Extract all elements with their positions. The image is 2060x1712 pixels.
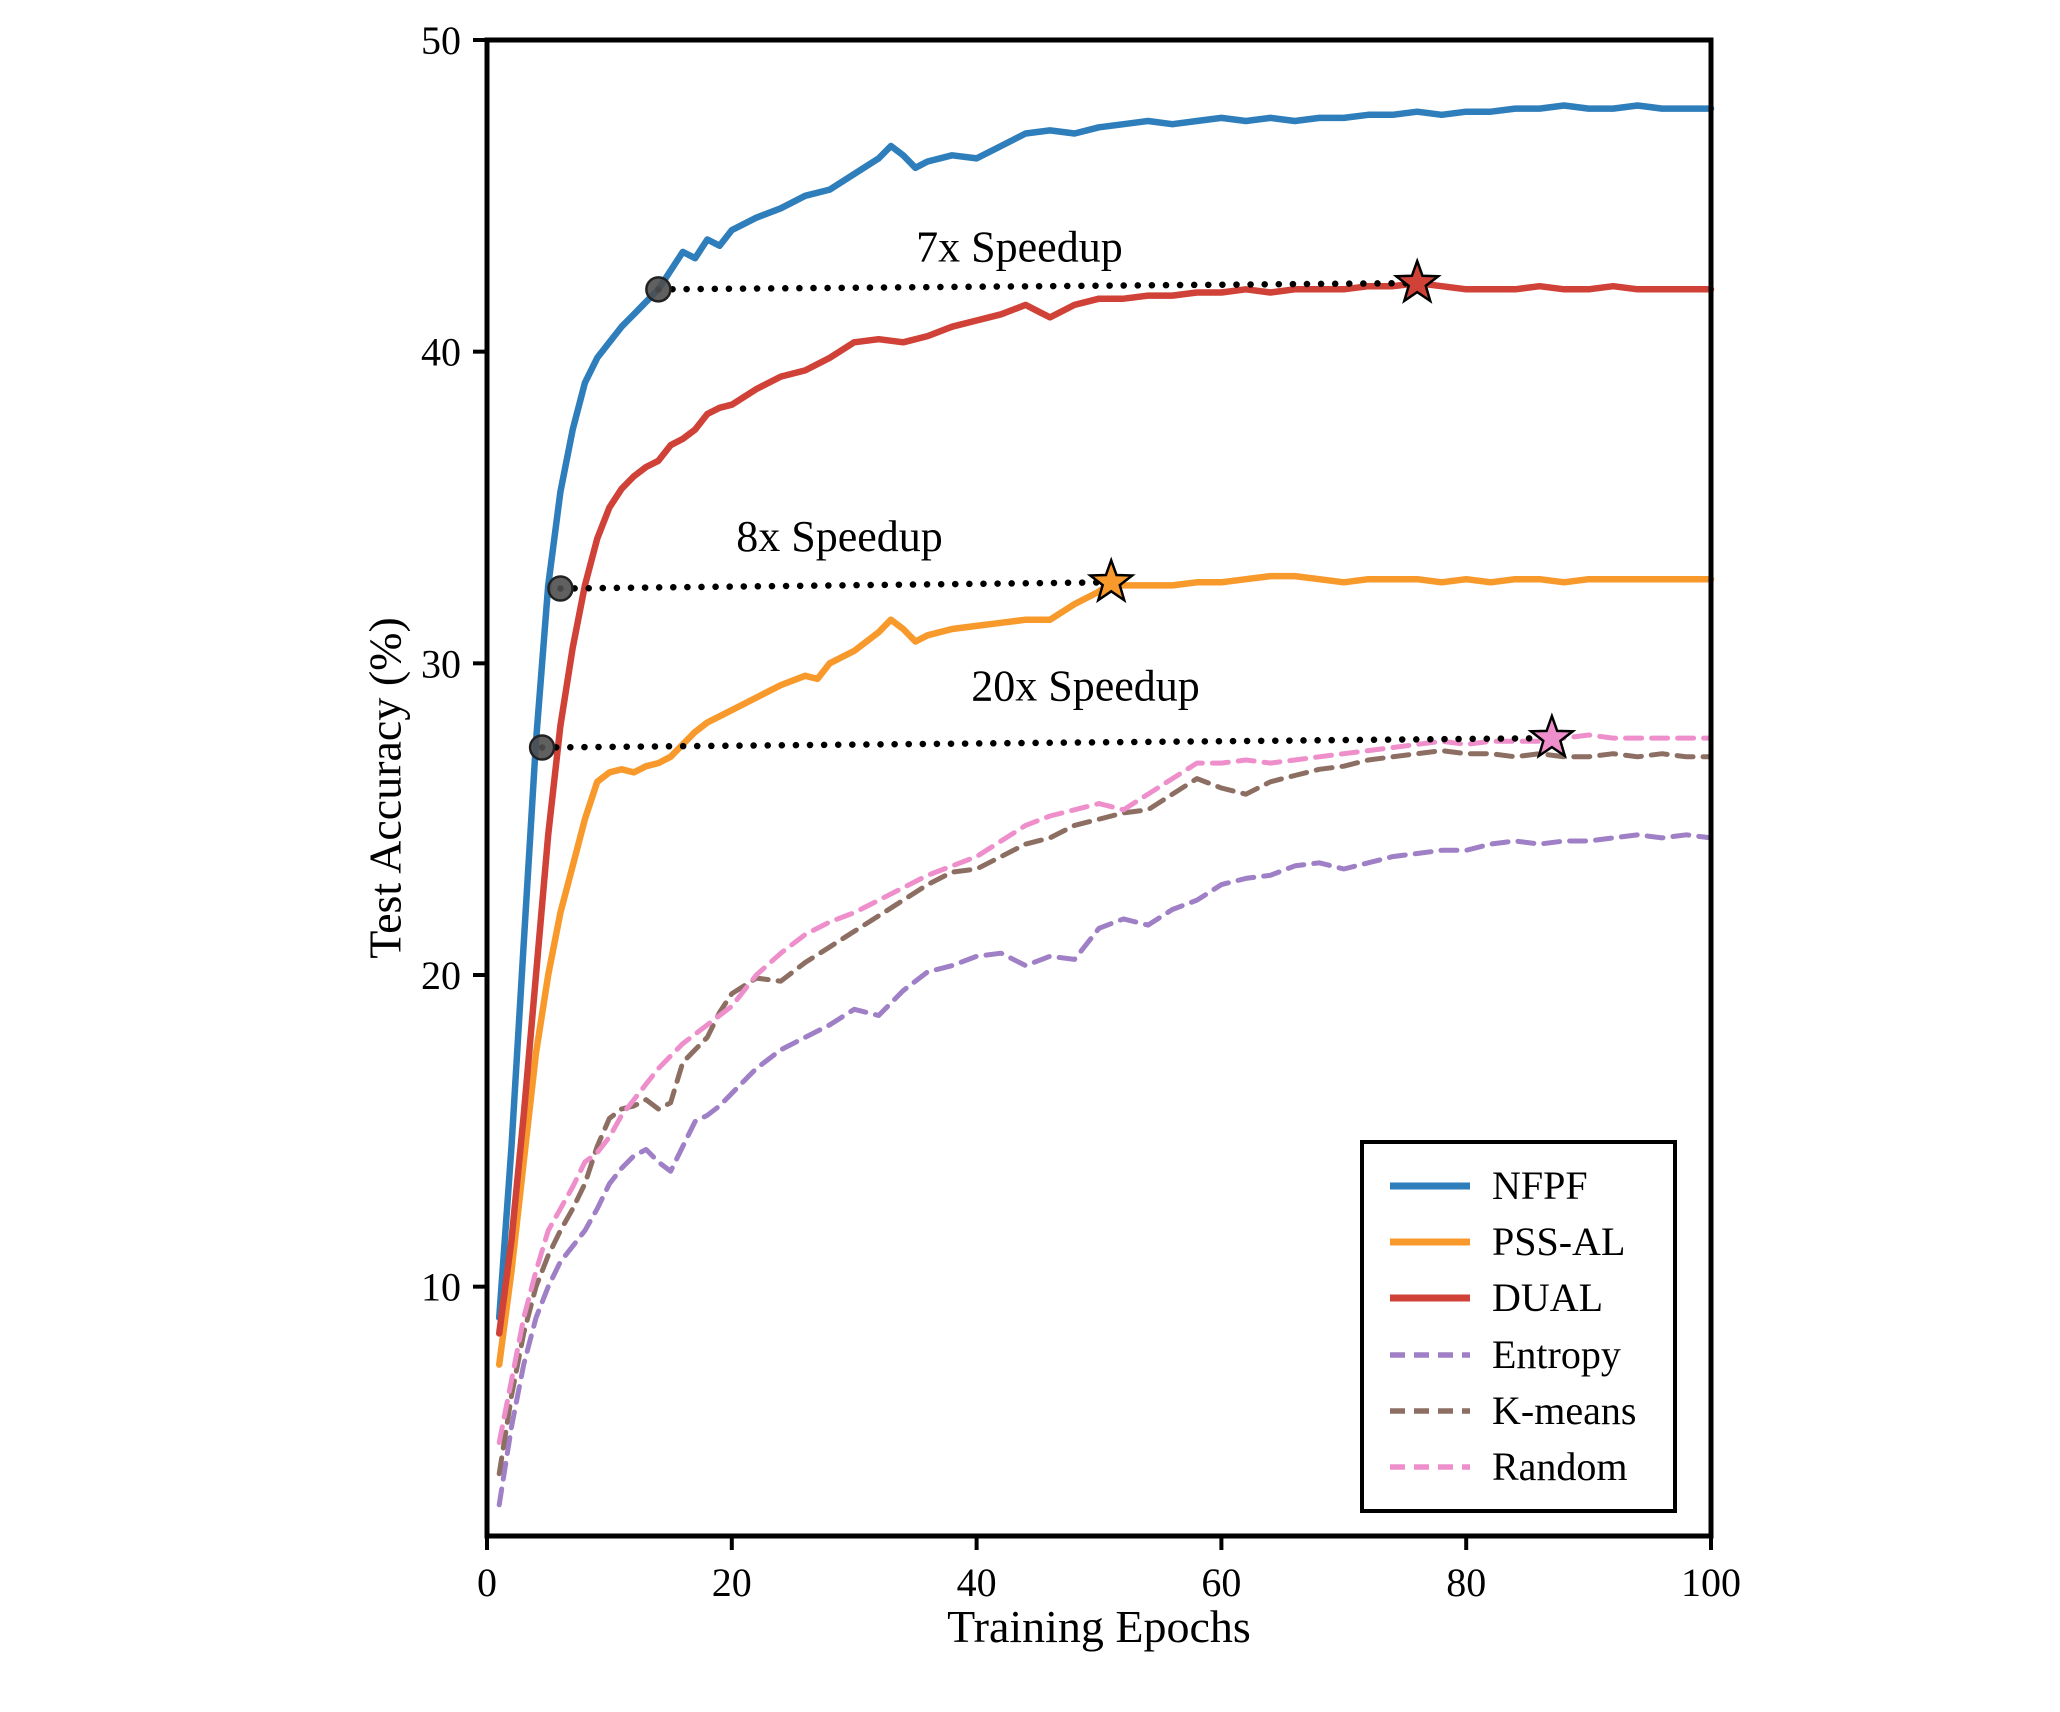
series-line-dual [495, 279, 1715, 1337]
reference-dot-marker [547, 575, 574, 602]
legend-item-entropy: Entropy [1388, 1331, 1673, 1377]
reference-dot-marker [528, 734, 556, 761]
legend-line-sample [1390, 1351, 1470, 1358]
x-tick-label: 100 [1681, 1560, 1741, 1605]
x-tick-label: 60 [1201, 1560, 1241, 1605]
legend-line-sample [1390, 1294, 1470, 1302]
legend-label: Random [1492, 1443, 1628, 1489]
axes-frame [484, 37, 1714, 1539]
legend-item-nfpf: NFPF [1388, 1166, 1673, 1206]
y-tick-label: 50 [421, 18, 461, 63]
series-line-random [496, 732, 1714, 1445]
x-axis-label: Training Epochs [947, 1601, 1251, 1652]
y-tick-label: 30 [421, 641, 461, 686]
legend-line-sample [1390, 1407, 1470, 1414]
series-line-entropy [496, 832, 1714, 1508]
y-axis-label: Test Accuracy (%) [359, 617, 411, 959]
speedup-dotted-line [557, 579, 1115, 592]
legend-item-pss-al: PSS-AL [1388, 1222, 1673, 1262]
legend-label: PSS-AL [1492, 1219, 1626, 1265]
speedup-annotation-label: 7x Speedup [916, 222, 1123, 271]
series-line-k-means [496, 748, 1714, 1477]
legend-items: NFPF PSS-AL DUAL Entropy K-means Random [1364, 1144, 1673, 1509]
speedup-star-marker [1392, 257, 1442, 304]
x-tick-label: 20 [712, 1560, 752, 1605]
y-tick-label: 20 [421, 953, 461, 998]
reference-dot-marker [645, 276, 672, 303]
speedup-dotted-line [538, 734, 1556, 751]
legend-line-sample [1390, 1238, 1470, 1246]
legend-label: DUAL [1492, 1275, 1604, 1321]
legend-line-sample [1390, 1464, 1470, 1470]
speedup-dotted-line [655, 279, 1421, 293]
x-tick-label: 80 [1446, 1560, 1486, 1605]
legend-item-dual: DUAL [1388, 1278, 1673, 1318]
legend-label: Entropy [1492, 1331, 1621, 1377]
y-tick-label: 10 [421, 1265, 461, 1310]
speedup-star-marker [1086, 556, 1136, 604]
y-tick-label: 40 [421, 330, 461, 375]
speedup-annotation-label: 8x Speedup [736, 512, 943, 561]
speedup-annotation-label: 20x Speedup [971, 662, 1200, 711]
legend-item-random: Random [1388, 1443, 1673, 1489]
legend-label: K-means [1492, 1387, 1637, 1433]
legend-label: NFPF [1492, 1163, 1588, 1209]
speedup-star-marker [1527, 712, 1577, 759]
series-line-nfpf [495, 102, 1715, 1322]
legend: NFPF PSS-AL DUAL Entropy K-means Random [1360, 1140, 1677, 1513]
x-tick-label: 0 [477, 1560, 497, 1605]
legend-line-sample [1390, 1182, 1470, 1190]
x-tick-label: 40 [957, 1560, 997, 1605]
series-line-pss-al [495, 572, 1715, 1368]
legend-item-k-means: K-means [1388, 1387, 1673, 1433]
